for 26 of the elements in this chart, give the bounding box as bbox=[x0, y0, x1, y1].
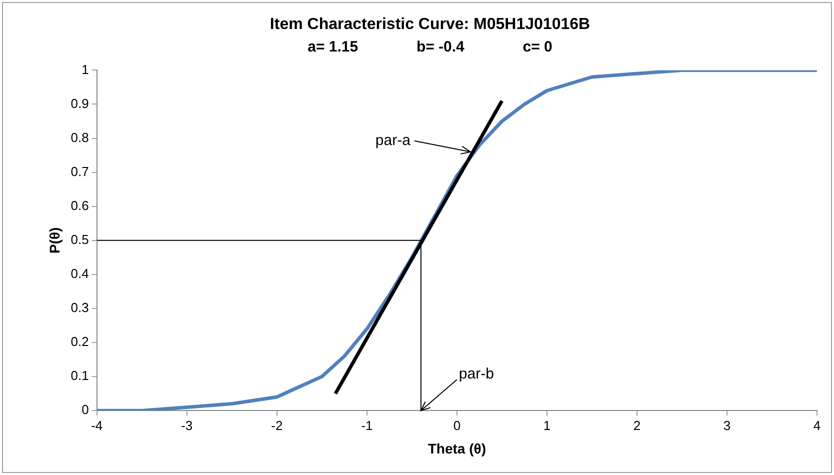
y-axis-title: P(θ) bbox=[46, 227, 62, 254]
y-tick-label: 0.9 bbox=[70, 96, 89, 111]
x-tick-label: 2 bbox=[633, 418, 641, 433]
y-tick-label: 0.7 bbox=[70, 164, 89, 179]
x-tick-label: -3 bbox=[181, 418, 193, 433]
y-tick-label: 0 bbox=[82, 402, 89, 418]
x-tick-label: 4 bbox=[813, 418, 821, 433]
y-tick-label: 1 bbox=[82, 62, 89, 77]
annotation: par-a bbox=[375, 132, 412, 150]
chart-title: Item Characteristic Curve: M05H1J01016B bbox=[270, 16, 590, 34]
chart-subtitle: a= 1.15 b= -0.4 c= 0 bbox=[308, 38, 552, 56]
annotation: par-b bbox=[458, 366, 494, 383]
y-tick-label: 0.2 bbox=[70, 334, 89, 350]
x-axis-title: Theta (θ) bbox=[428, 440, 486, 456]
y-tick-label: 0.6 bbox=[70, 198, 89, 213]
y-tick-label: 0.5 bbox=[70, 232, 89, 247]
x-tick-label: -2 bbox=[271, 418, 283, 433]
x-tick-label: -4 bbox=[91, 418, 103, 433]
y-tick-label: 0.1 bbox=[70, 368, 89, 384]
x-tick-label: 1 bbox=[543, 418, 551, 433]
x-tick-label: 0 bbox=[453, 418, 461, 433]
y-tick-label: 0.8 bbox=[70, 130, 89, 145]
y-tick-label: 0.3 bbox=[70, 300, 89, 316]
y-tick-label: 0.4 bbox=[70, 266, 89, 282]
x-tick-label: 3 bbox=[723, 418, 731, 433]
x-tick-label: -1 bbox=[361, 418, 373, 433]
